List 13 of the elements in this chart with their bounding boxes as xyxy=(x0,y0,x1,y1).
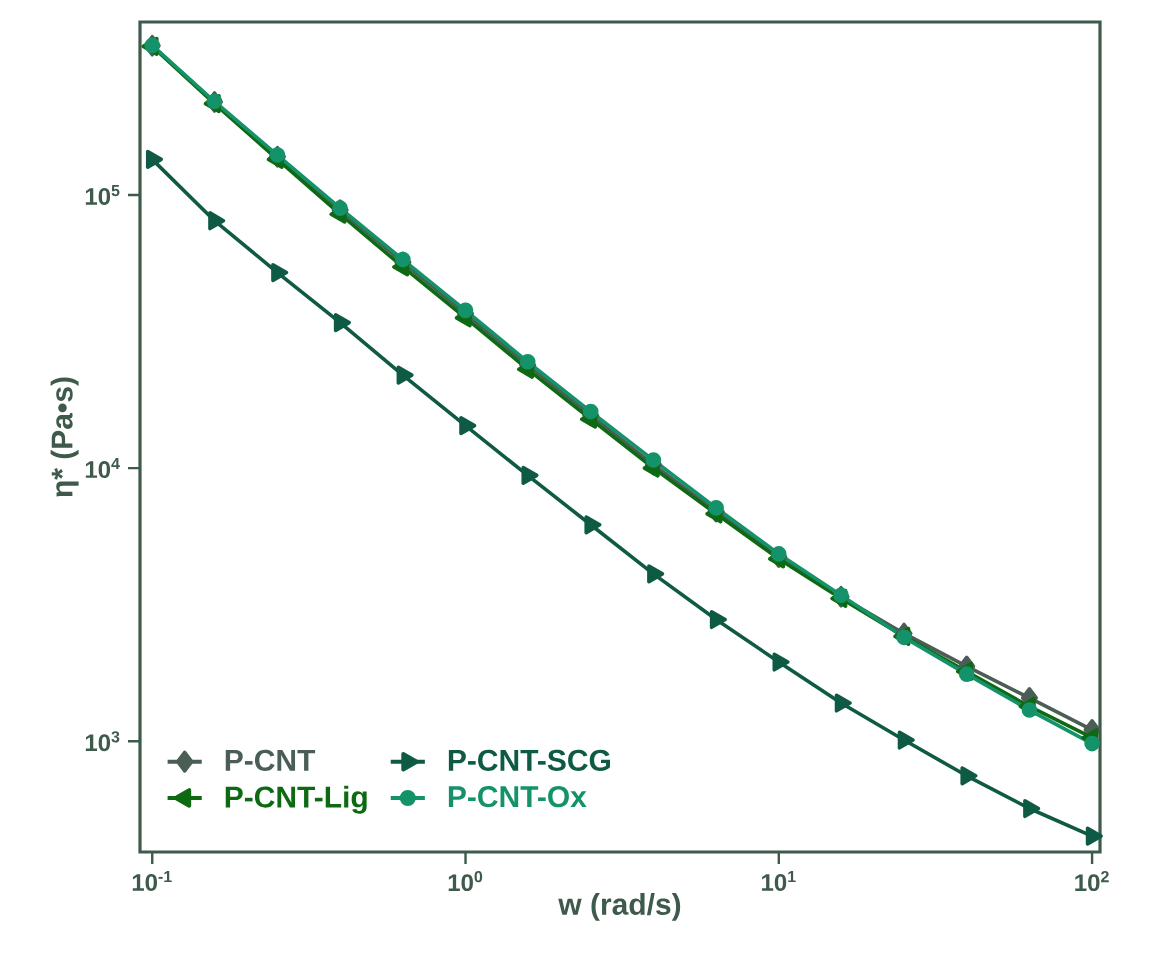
y-axis-title: η* (Pa•s) xyxy=(50,377,79,497)
x-tick-label: 10$^{1}$ xyxy=(762,871,796,891)
x-tick-label: 10$^{-1}$ xyxy=(132,871,172,891)
x-tick-label: 10$^{0}$ xyxy=(448,871,483,892)
legend-label: P-CNT-SCG xyxy=(448,749,610,771)
legend-label: P-CNT-Lig xyxy=(225,785,367,814)
x-tick-label: 10$^{2}$ xyxy=(1075,871,1109,892)
legend-label: P-CNT xyxy=(225,749,316,771)
y-tick-label: 10$^{5}$ xyxy=(85,185,120,205)
legend-label: P-CNT-Ox xyxy=(448,786,587,808)
x-axis-title: w (rad/s) xyxy=(558,892,681,921)
y-tick-label: 10$^{3}$ xyxy=(85,731,120,752)
y-tick-label: 10$^{4}$ xyxy=(85,458,120,479)
